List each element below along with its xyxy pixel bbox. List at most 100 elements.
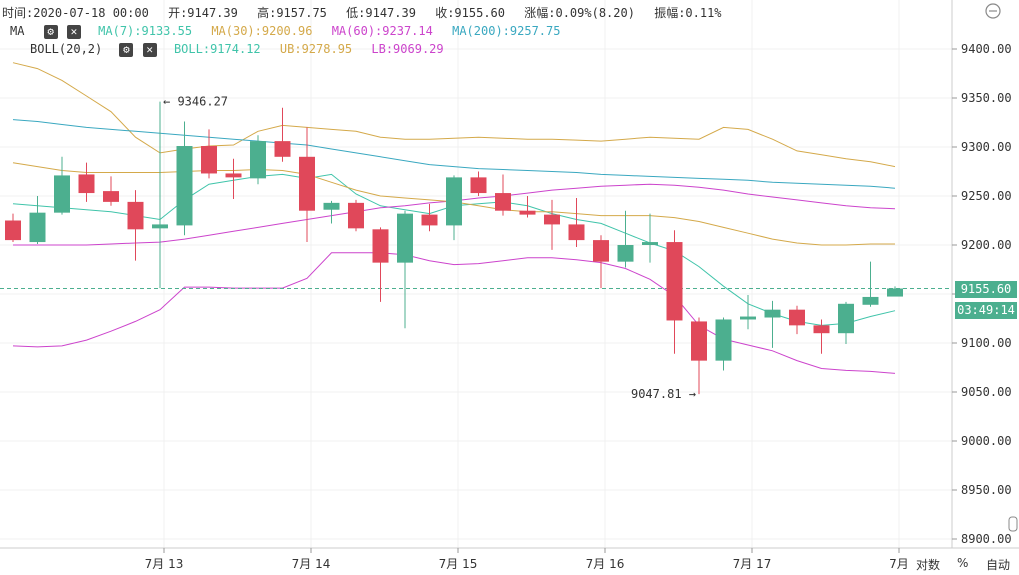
candle [495,174,511,216]
candle [666,230,683,354]
candle-body [421,214,438,226]
candle [54,156,70,215]
candle [103,176,119,206]
ma60-value: MA(60):9237.14 [331,24,433,38]
candle [813,319,830,354]
price-tick-label: 9200.00 [961,238,1012,252]
candle-body [201,146,217,174]
candle [593,235,609,289]
candle [421,203,438,232]
price-tick-label: 9250.00 [961,189,1012,203]
candle-body [789,309,805,326]
price-tick-label: 8950.00 [961,483,1012,497]
candle [29,196,46,245]
candle-body [887,288,903,297]
candle-body [764,309,781,318]
candle-body [372,229,389,263]
candle-body [127,201,144,230]
candle [691,317,707,395]
candle [250,135,266,185]
candle-body [691,321,707,361]
price-tick-label: 9400.00 [961,42,1012,56]
info-change: 涨幅:0.09%(8.20) [524,6,635,20]
time-tick-label: 7月 [889,557,909,571]
ma-legend-row: MA ⚙ ✕ MA(7):9133.55 MA(30):9200.96 MA(6… [10,24,572,39]
candle [470,171,487,196]
info-close: 收:9155.60 [435,6,506,20]
candle-body [544,214,560,225]
boll-lb-value: LB:9069.29 [371,42,444,56]
candle [127,190,144,261]
price-tick-label: 9050.00 [961,385,1012,399]
candle-body [740,316,756,320]
candle [642,213,658,263]
time-axis[interactable]: 7月 13 7月 14 7月 15 7月 16 7月 17 7月 [0,547,1019,571]
time-tick-label: 7月 16 [586,557,625,571]
chart-settings-icon[interactable] [984,2,1002,20]
price-tick-label: 9350.00 [961,91,1012,105]
percent-scale-toggle[interactable]: % [957,556,969,570]
candle-body [813,325,830,334]
candle-body [593,240,609,262]
candle-body [617,245,634,262]
candle-body [5,220,21,241]
candle [862,261,879,307]
price-tick-label: 9100.00 [961,336,1012,350]
candle [397,210,413,329]
candle [789,305,805,335]
candle-body [299,156,315,211]
boll-indicator-name: BOLL(20,2) [30,42,103,56]
candle [299,127,315,243]
boll-close-icon[interactable]: ✕ [142,42,157,57]
candle-body [225,173,242,178]
candle-countdown-tag: 03:49:14 [955,302,1017,319]
grid [0,0,952,548]
line-boll_lower [12,252,896,374]
candle-body [446,177,462,226]
candle-body [666,242,683,321]
auto-scale-toggle[interactable]: 自动 [986,558,1011,572]
time-tick-label: 7月 15 [439,557,478,571]
axis-drag-handle-icon[interactable] [1008,516,1018,532]
log-scale-toggle[interactable]: 对数 [916,558,941,572]
boll-legend-row: BOLL(20,2) ⚙ ✕ BOLL:9174.12 UB:9278.95 L… [30,42,456,57]
boll-value: BOLL:9174.12 [173,42,261,56]
candle [887,286,903,297]
candle-body [348,202,364,229]
ohlc-info-bar: 时间:2020-07-18 00:00 开:9147.39 高:9157.75 … [2,4,734,21]
candle-body [715,319,732,361]
info-time: 时间:2020-07-18 00:00 [2,6,149,20]
current-price-tag: 9155.60 [955,281,1017,298]
candle [568,197,585,247]
candle-body [54,175,70,213]
candle-body [176,146,193,226]
candle-body [838,303,854,334]
candle-body [495,193,511,211]
candle [372,227,389,302]
price-axis[interactable]: 8900.008950.009000.009050.009100.009150.… [951,0,1012,548]
price-tick-label: 8900.00 [961,532,1012,546]
candle-body [103,191,119,202]
candle-body [862,296,879,305]
line-ma30 [12,62,896,168]
candle [176,121,193,236]
candle [348,199,364,232]
candle-body [250,141,266,179]
info-amplitude: 振幅:0.11% [654,6,722,20]
candle [323,200,340,224]
candle [715,317,732,371]
ma-close-icon[interactable]: ✕ [66,24,81,39]
time-tick-label: 7月 13 [145,557,184,571]
candle [446,175,462,241]
info-high: 高:9157.75 [257,6,327,20]
candle [78,162,95,202]
ma7-value: MA(7):9133.55 [98,24,193,38]
candle [519,196,536,218]
candle-body [78,174,95,194]
candle [274,107,291,162]
time-tick-label: 7月 17 [733,557,772,571]
boll-settings-gear-icon[interactable]: ⚙ [119,42,134,57]
ma-settings-gear-icon[interactable]: ⚙ [43,24,58,39]
info-low: 低:9147.39 [346,6,416,20]
